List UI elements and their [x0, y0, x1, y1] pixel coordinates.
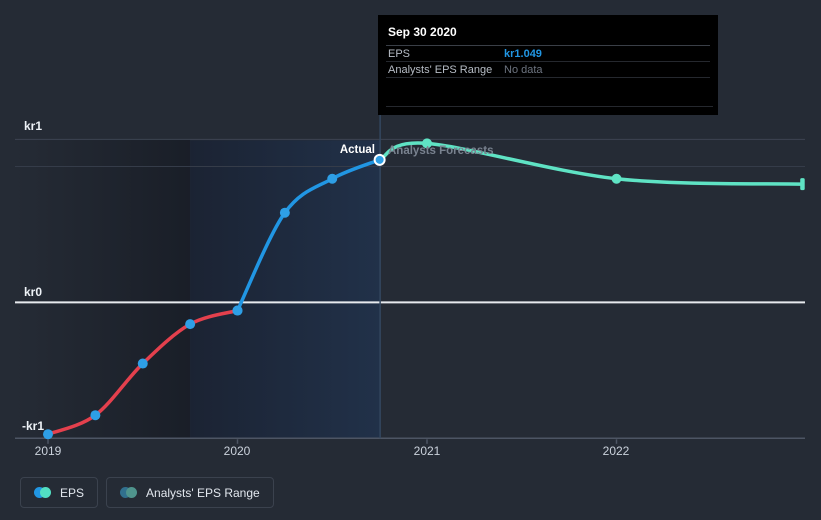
actual-section-label: Actual — [339, 144, 375, 156]
x-axis-label-2022: 2022 — [602, 444, 630, 458]
forecast-end-cap — [800, 178, 805, 191]
eps-actual-line — [235, 158, 382, 313]
y-axis-label-kr0: kr0 — [24, 285, 43, 299]
recent-period-highlight-band — [190, 140, 380, 439]
data-point-dot[interactable] — [279, 207, 290, 218]
tooltip-date: Sep 30 2020 — [386, 21, 710, 46]
legend-toggle-analysts-range[interactable]: Analysts' EPS Range — [106, 477, 274, 508]
data-point-dot[interactable] — [43, 429, 53, 440]
tooltip-range-value: No data — [504, 63, 543, 76]
data-point-dot[interactable] — [137, 358, 148, 369]
eps-series-icon — [34, 487, 51, 498]
tooltip-eps-row: EPS kr1.049 — [386, 46, 710, 62]
x-axis-label-2020: 2020 — [223, 444, 251, 458]
hovered-data-point[interactable] — [373, 153, 386, 166]
y-axis-label-kr1: kr1 — [24, 119, 43, 133]
data-point-dot[interactable] — [90, 410, 101, 421]
tooltip-divider — [386, 106, 713, 107]
forecasts-section-label: Analysts Forecasts — [388, 145, 494, 157]
x-axis-label-2019: 2019 — [34, 444, 62, 458]
y-axis-label-neg-kr1: -kr1 — [22, 419, 45, 433]
chart-tooltip: Sep 30 2020 EPS kr1.049 Analysts' EPS Ra… — [378, 15, 718, 115]
tooltip-eps-value: kr1.049 — [504, 47, 542, 60]
legend-analysts-range-label: Analysts' EPS Range — [146, 485, 260, 500]
legend-eps-label: EPS — [60, 485, 85, 500]
past-region-shade — [15, 139, 191, 439]
tooltip-range-row: Analysts' EPS Range No data — [386, 62, 710, 78]
data-point-dot[interactable] — [422, 138, 432, 149]
eps-forecast-line — [377, 141, 804, 186]
legend-toggle-eps[interactable]: EPS — [20, 477, 99, 508]
tooltip-eps-label: EPS — [388, 47, 411, 60]
analysts-range-series-icon — [120, 487, 138, 498]
chart-legend: EPS Analysts' EPS Range — [20, 477, 274, 508]
x-axis-label-2021: 2021 — [413, 444, 441, 458]
data-point-dot[interactable] — [327, 173, 338, 184]
tooltip-range-label: Analysts' EPS Range — [388, 63, 493, 76]
data-point-dot[interactable] — [611, 173, 622, 184]
data-point-dot[interactable] — [232, 305, 243, 316]
data-point-dot[interactable] — [185, 319, 196, 330]
